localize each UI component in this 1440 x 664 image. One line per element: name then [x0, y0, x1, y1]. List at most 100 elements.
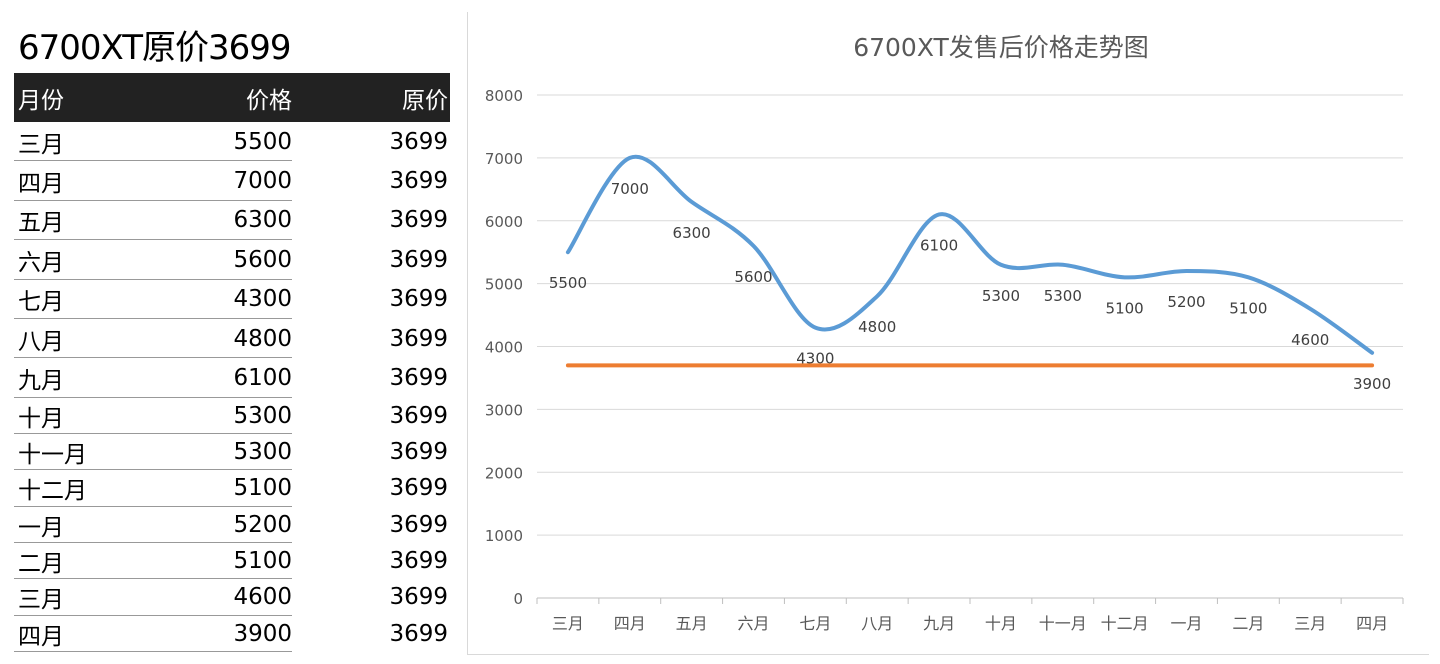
data-label: 5100 [1106, 299, 1144, 317]
data-label: 6100 [920, 236, 958, 254]
data-label: 3900 [1353, 375, 1391, 393]
y-tick-label: 5000 [485, 276, 523, 294]
x-tick-label: 三月 [552, 614, 584, 633]
cell-month: 七月 [18, 289, 64, 316]
cell-original-price: 3699 [389, 365, 448, 392]
cell-original-price: 3699 [389, 475, 448, 502]
x-tick-label: 九月 [923, 614, 955, 633]
table-row: 八月 4800 3699 [14, 319, 450, 359]
cell-price: 5200 [233, 511, 292, 538]
line-chart: 6700XT发售后价格走势图 0 1000 2000 3000 4000 5000 6000 7… [485, 33, 1404, 633]
cell-month: 十月 [18, 405, 64, 432]
cell-month: 一月 [18, 514, 64, 541]
cell-month: 三月 [18, 587, 64, 614]
cell-month: 六月 [18, 249, 64, 276]
y-tick-label: 0 [513, 590, 523, 608]
cell-month: 九月 [18, 368, 64, 395]
data-label: 5500 [549, 274, 587, 292]
cell-original-price: 3699 [389, 620, 448, 647]
x-tick-label: 十二月 [1101, 614, 1149, 633]
x-tick-label: 十一月 [1039, 614, 1087, 633]
cell-price: 3900 [233, 620, 292, 647]
data-label: 4300 [796, 350, 834, 368]
table-row: 四月 7000 3699 [14, 161, 450, 202]
table-row: 五月 6300 3699 [14, 201, 450, 241]
cell-month: 八月 [18, 328, 64, 355]
cell-price: 5100 [233, 475, 292, 502]
cell-price: 4300 [233, 286, 292, 313]
cell-price: 4600 [233, 584, 292, 611]
cell-price: 6100 [233, 365, 292, 392]
x-tick-label: 一月 [1170, 614, 1202, 633]
cell-original-price: 3699 [389, 584, 448, 611]
series-line-0 [565, 154, 1375, 355]
cell-original-price: 3699 [389, 439, 448, 466]
cell-month: 五月 [18, 210, 64, 237]
cell-month: 十二月 [18, 478, 87, 505]
data-label: 4800 [858, 318, 896, 336]
cell-month: 二月 [18, 551, 64, 578]
x-tick-label: 五月 [676, 614, 708, 633]
table-row: 四月 3900 3699 [14, 616, 450, 653]
table-row: 三月 5500 3699 [14, 122, 450, 162]
cell-month: 三月 [18, 131, 64, 158]
cell-original-price: 3699 [389, 548, 448, 575]
data-label: 5200 [1167, 293, 1205, 311]
data-label: 5300 [1044, 287, 1082, 305]
y-tick-label: 2000 [485, 464, 523, 482]
chart-panel: 6700XT发售后价格走势图 0 1000 2000 3000 4000 5000 6000 7… [467, 12, 1429, 655]
y-tick-label: 6000 [485, 213, 523, 231]
cell-price: 5600 [233, 246, 292, 273]
header-price: 价格 [246, 87, 292, 114]
x-tick-label: 四月 [1356, 614, 1388, 633]
x-tick-label: 七月 [799, 614, 831, 633]
cell-price: 7000 [233, 168, 292, 195]
cell-original-price: 3699 [389, 207, 448, 234]
data-label: 7000 [611, 180, 649, 198]
data-label: 5600 [734, 268, 772, 286]
y-tick-label: 1000 [485, 527, 523, 545]
cell-original-price: 3699 [389, 246, 448, 273]
header-original-price: 原价 [402, 87, 448, 114]
cell-month: 四月 [18, 171, 64, 198]
cell-month: 十一月 [18, 442, 87, 469]
cell-price: 5300 [233, 402, 292, 429]
cell-original-price: 3699 [389, 286, 448, 313]
data-label: 4600 [1291, 331, 1329, 349]
table-row: 十二月 5100 3699 [14, 470, 450, 507]
x-tick-label: 二月 [1232, 614, 1264, 633]
cell-original-price: 3699 [389, 402, 448, 429]
x-tick-label: 四月 [614, 614, 646, 633]
table-row: 三月 4600 3699 [14, 579, 450, 616]
table-row: 十月 5300 3699 [14, 398, 450, 435]
cell-original-price: 3699 [389, 168, 448, 195]
y-tick-label: 4000 [485, 339, 523, 357]
data-label: 6300 [673, 224, 711, 242]
cell-price: 5300 [233, 439, 292, 466]
table-header: 月份 价格 原价 [14, 73, 450, 122]
y-tick-label: 3000 [485, 401, 523, 419]
chart-title: 6700XT发售后价格走势图 [853, 33, 1149, 62]
price-table: 月份 价格 原价 三月 5500 3699 四月 7000 3699 五月 6300 3699 六… [14, 73, 450, 653]
table-row: 九月 6100 3699 [14, 358, 450, 399]
cell-price: 4800 [233, 325, 292, 352]
data-label: 5300 [982, 287, 1020, 305]
cell-price: 6300 [233, 207, 292, 234]
sheet-title: 6700XT原价3699 [18, 28, 292, 68]
cell-original-price: 3699 [389, 511, 448, 538]
table-row: 七月 4300 3699 [14, 280, 450, 320]
table-row: 一月 5200 3699 [14, 507, 450, 544]
cell-price: 5100 [233, 548, 292, 575]
cell-original-price: 3699 [389, 128, 448, 155]
y-tick-label: 7000 [485, 150, 523, 168]
x-tick-label: 八月 [861, 614, 893, 633]
data-label: 5100 [1229, 299, 1267, 317]
cell-original-price: 3699 [389, 325, 448, 352]
table-row: 六月 5600 3699 [14, 240, 450, 280]
table-row: 十一月 5300 3699 [14, 434, 450, 471]
cell-price: 5500 [233, 128, 292, 155]
header-month: 月份 [18, 87, 64, 114]
cell-month: 四月 [18, 623, 64, 650]
x-tick-label: 六月 [737, 614, 769, 633]
table-row: 二月 5100 3699 [14, 543, 450, 580]
